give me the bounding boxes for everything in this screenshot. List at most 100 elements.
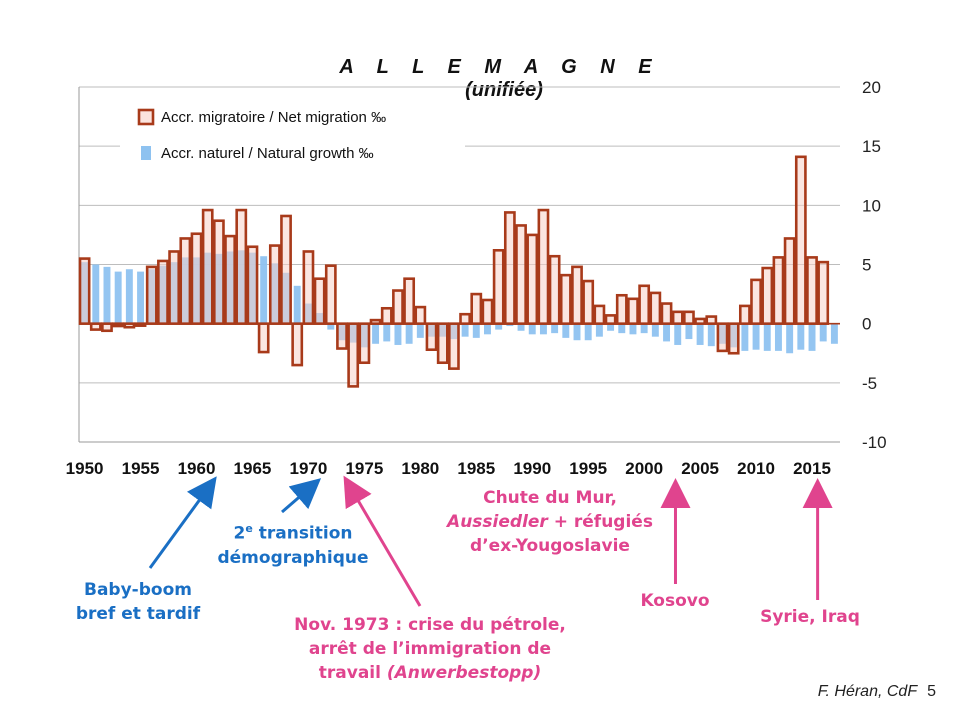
net-migration-bar [817, 260, 830, 325]
natural-growth-bar [830, 323, 838, 344]
net-migration-bar [604, 314, 617, 325]
x-tick-label: 1985 [457, 459, 495, 478]
y-tick-label: 15 [862, 137, 881, 156]
x-tick-label: 1955 [122, 459, 160, 478]
legend-swatch-net-migration [137, 108, 155, 126]
credit-author: F. Héran, CdF [817, 683, 918, 700]
natural-growth-bar [372, 323, 380, 344]
annotation-transition-line1: 2e transition [233, 522, 353, 544]
net-migration-bar [705, 315, 718, 325]
net-migration-bar [347, 322, 360, 388]
x-tick-label: 2010 [737, 459, 775, 478]
y-tick-label: 10 [862, 196, 881, 215]
x-tick-label: 1960 [178, 459, 216, 478]
natural-growth-bar [260, 256, 268, 324]
annotation-transition: 2e transition démographique [198, 517, 388, 570]
annotation-transition-line2: démographique [217, 547, 369, 568]
net-migration-bar [179, 237, 192, 325]
annotation-mur-line2: Aussiedler + réfugiés [447, 512, 653, 532]
natural-growth-bar [685, 323, 693, 340]
natural-growth-bar [786, 323, 794, 354]
net-migration-bar [660, 302, 673, 325]
natural-growth-bar [674, 323, 682, 345]
net-migration-bar [235, 208, 248, 325]
net-migration-bar [291, 322, 304, 367]
net-migration-bar [593, 304, 606, 325]
net-migration-bar [403, 277, 416, 325]
net-migration-bar [615, 293, 628, 325]
net-migration-bar [392, 289, 404, 325]
net-migration-bar [537, 208, 550, 325]
natural-growth-bar [517, 323, 525, 331]
net-migration-bar [683, 310, 695, 325]
net-migration-bar [324, 264, 337, 325]
annotation-kosovo: Kosovo [620, 589, 730, 613]
net-migration-bar [694, 317, 706, 325]
natural-growth-bar [618, 323, 626, 334]
natural-growth-bar [808, 323, 816, 351]
natural-growth-bar [752, 323, 760, 350]
net-migration-bar [627, 297, 639, 325]
natural-growth-bar [774, 323, 782, 351]
x-tick-label: 2000 [625, 459, 663, 478]
net-migration-bar [448, 322, 460, 370]
natural-growth-bar [595, 323, 603, 337]
net-migration-bar [201, 208, 214, 325]
natural-growth-bar [707, 323, 715, 347]
natural-growth-bar [539, 323, 547, 335]
x-tick-label: 2015 [793, 459, 831, 478]
natural-growth-bar [472, 323, 480, 338]
credit: F. Héran, CdF 5 [818, 683, 936, 701]
net-migration-bar [571, 265, 583, 325]
net-migration-bar [302, 250, 315, 325]
annotation-mur-line1: Chute du Mur, [483, 488, 617, 508]
net-migration-bar [548, 254, 561, 325]
annotation-petrole: Nov. 1973 : crise du pétrole, arrêt de l… [270, 613, 590, 685]
natural-growth-bar [573, 323, 581, 341]
net-migration-bar [716, 322, 729, 353]
x-tick-label: 1980 [401, 459, 439, 478]
net-migration-bar [134, 322, 147, 327]
arrow-petrole [343, 475, 422, 607]
net-migration-bar [280, 214, 292, 325]
arrow-transition [281, 478, 322, 514]
y-tick-label: -10 [862, 433, 887, 452]
natural-growth-bar [125, 269, 133, 324]
natural-growth-bar [92, 264, 100, 324]
natural-growth-bar [383, 323, 391, 342]
net-migration-bar [492, 249, 505, 325]
net-migration-bar [257, 322, 270, 354]
natural-growth-bar [551, 323, 559, 334]
natural-growth-bar [495, 323, 503, 330]
legend-swatch-natural-growth [141, 146, 151, 160]
net-migration-bar [459, 312, 471, 325]
annotation-syrie: Syrie, Iraq [740, 605, 880, 629]
natural-growth-bar [114, 271, 122, 324]
natural-growth-bar [741, 323, 749, 351]
net-migration-bar [145, 265, 158, 325]
x-tick-label: 1990 [513, 459, 551, 478]
net-migration-bar [470, 292, 483, 325]
natural-growth-bar [293, 285, 301, 324]
natural-growth-bar [663, 323, 671, 342]
chart-title: A L L E M A G N E (unifiée) [300, 56, 700, 102]
annotation-babyboom-line2: bref et tardif [75, 604, 201, 624]
natural-growth-bar [327, 323, 335, 330]
net-migration-bar [425, 322, 438, 351]
net-migration-bar [224, 234, 236, 325]
arrow-babyboom [148, 476, 217, 569]
net-migration-bar [761, 266, 774, 325]
natural-growth-bar [562, 323, 570, 338]
net-migration-bar [246, 245, 259, 325]
net-migration-bar [515, 224, 527, 325]
annotation-babyboom-line1: Baby-boom [84, 580, 192, 600]
y-tick-label: 20 [862, 78, 881, 97]
x-tick-label: 1975 [345, 459, 383, 478]
net-migration-bar [213, 219, 225, 325]
net-migration-bar [369, 318, 382, 325]
net-migration-bar [503, 211, 516, 325]
net-migration-bar [414, 305, 427, 325]
net-migration-bar [738, 304, 751, 325]
natural-growth-bar [461, 323, 469, 337]
annotation-petrole-line2: arrêt de l’immigration de [308, 639, 552, 659]
